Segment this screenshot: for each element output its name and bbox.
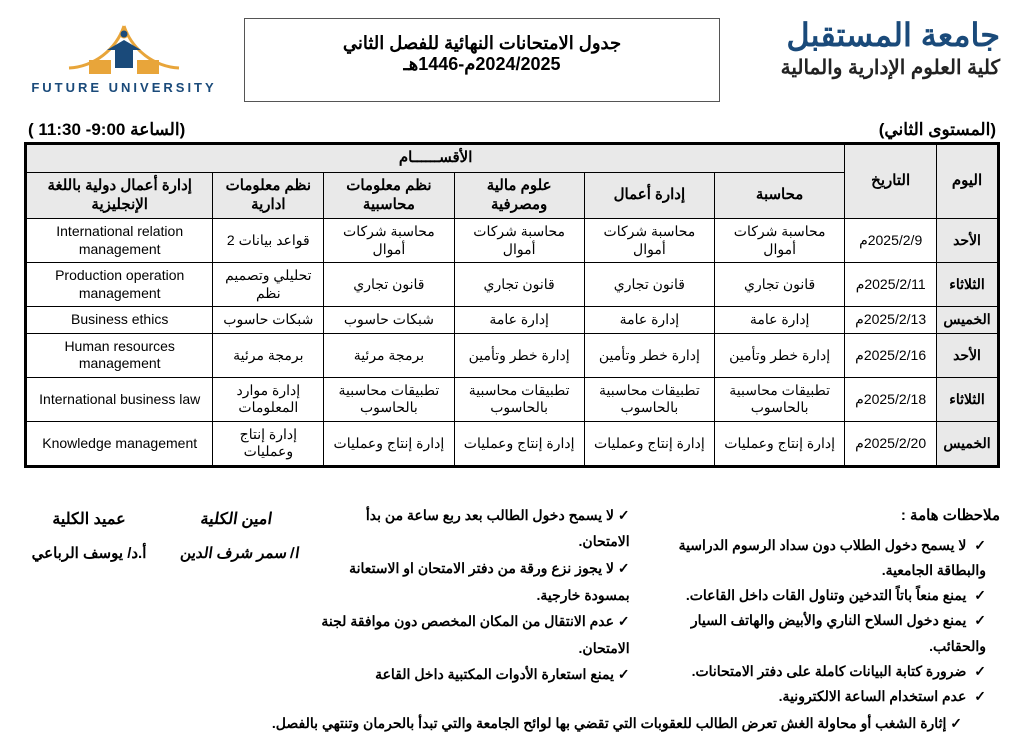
notes-middle: لا يسمح دخول الطالب بعد ربع ساعة من بدأ … xyxy=(320,502,630,688)
table-row: الخميس2025/2/20مإدارة إنتاج وعملياتإدارة… xyxy=(26,421,999,466)
logo-block: FUTURE UNIVERSITY xyxy=(24,18,224,95)
course-cell: إدارة إنتاج وعمليات xyxy=(584,421,714,466)
course-cell: إدارة خطر وتأمين xyxy=(454,333,584,377)
dept-5: إدارة أعمال دولية باللغة الإنجليزية xyxy=(26,172,213,219)
dept-2: علوم مالية ومصرفية xyxy=(454,172,584,219)
col-departments: الأقســــــام xyxy=(26,144,845,173)
table-row: الأحد2025/2/16مإدارة خطر وتأمينإدارة خطر… xyxy=(26,333,999,377)
course-cell: محاسبة شركات أموال xyxy=(454,219,584,263)
course-cell: قواعد بيانات 2 xyxy=(213,219,324,263)
course-cell: تحليلي وتصميم نظم xyxy=(213,263,324,307)
course-cell: برمجة مرئية xyxy=(213,333,324,377)
course-cell: Production operation management xyxy=(26,263,213,307)
sig2-name: أ.د/ يوسف الرباعي xyxy=(24,537,154,570)
course-cell: إدارة إنتاج وعمليات xyxy=(213,421,324,466)
level-label: (المستوى الثاني) xyxy=(879,120,996,140)
course-cell: International relation management xyxy=(26,219,213,263)
course-cell: قانون تجاري xyxy=(454,263,584,307)
note-item: يمنع استعارة الأدوات المكتبية داخل القاع… xyxy=(320,661,630,688)
note-item: عدم الانتقال من المكان المخصص دون موافقة… xyxy=(320,608,630,661)
document-title: جدول الامتحانات النهائية للفصل الثاني 20… xyxy=(244,18,720,102)
day-cell: الأحد xyxy=(937,333,999,377)
course-cell: تطبيقات محاسبية بالحاسوب xyxy=(324,377,454,421)
signature-dean: عميد الكلية أ.د/ يوسف الرباعي xyxy=(24,502,154,570)
course-cell: إدارة إنتاج وعمليات xyxy=(454,421,584,466)
university-name-en: FUTURE UNIVERSITY xyxy=(24,80,224,95)
dept-4: نظم معلومات ادارية xyxy=(213,172,324,219)
dept-3: نظم معلومات محاسبية xyxy=(324,172,454,219)
table-row: الخميس2025/2/13مإدارة عامةإدارة عامةإدار… xyxy=(26,307,999,334)
course-cell: إدارة خطر وتأمين xyxy=(584,333,714,377)
date-cell: 2025/2/16م xyxy=(845,333,937,377)
course-cell: قانون تجاري xyxy=(324,263,454,307)
course-cell: تطبيقات محاسبية بالحاسوب xyxy=(584,377,714,421)
day-cell: الأحد xyxy=(937,219,999,263)
sig1-title: امين الكلية xyxy=(168,502,302,537)
date-cell: 2025/2/18م xyxy=(845,377,937,421)
date-cell: 2025/2/20م xyxy=(845,421,937,466)
col-day: اليوم xyxy=(937,144,999,219)
course-cell: إدارة عامة xyxy=(715,307,845,334)
notes-title: ملاحظات هامة : xyxy=(648,502,1000,529)
course-cell: إدارة موارد المعلومات xyxy=(213,377,324,421)
notes-right: ملاحظات هامة : لا يسمح دخول الطلاب دون س… xyxy=(648,502,1000,709)
schedule-body: الأحد2025/2/9ممحاسبة شركات أموالمحاسبة ش… xyxy=(26,219,999,467)
sig2-title: عميد الكلية xyxy=(24,502,154,537)
course-cell: إدارة خطر وتأمين xyxy=(715,333,845,377)
course-cell: إدارة إنتاج وعمليات xyxy=(715,421,845,466)
table-row: الثلاثاء2025/2/18متطبيقات محاسبية بالحاس… xyxy=(26,377,999,421)
course-cell: تطبيقات محاسبية بالحاسوب xyxy=(454,377,584,421)
course-cell: Knowledge management xyxy=(26,421,213,466)
course-cell: International business law xyxy=(26,377,213,421)
time-label: (الساعة 9:00- 11:30 ) xyxy=(28,120,185,140)
date-cell: 2025/2/11م xyxy=(845,263,937,307)
university-name-ar: جامعة المستقبل xyxy=(740,18,1000,53)
day-cell: الخميس xyxy=(937,421,999,466)
dept-1: إدارة أعمال xyxy=(584,172,714,219)
course-cell: محاسبة شركات أموال xyxy=(324,219,454,263)
university-block: جامعة المستقبل كلية العلوم الإدارية والم… xyxy=(740,18,1000,80)
sig1-name: ا/ سمر شرف الدين xyxy=(172,537,305,570)
faculty-name: كلية العلوم الإدارية والمالية xyxy=(740,55,1000,80)
university-logo-icon xyxy=(49,18,199,80)
course-cell: محاسبة شركات أموال xyxy=(715,219,845,263)
day-cell: الثلاثاء xyxy=(937,263,999,307)
date-cell: 2025/2/9م xyxy=(845,219,937,263)
note-item: يمنع دخول السلاح الناري والأبيض والهاتف … xyxy=(648,608,986,658)
dept-0: محاسبة xyxy=(715,172,845,219)
course-cell: إدارة إنتاج وعمليات xyxy=(324,421,454,466)
course-cell: تطبيقات محاسبية بالحاسوب xyxy=(715,377,845,421)
date-cell: 2025/2/13م xyxy=(845,307,937,334)
course-cell: محاسبة شركات أموال xyxy=(584,219,714,263)
course-cell: Human resources management xyxy=(26,333,213,377)
course-cell: إدارة عامة xyxy=(454,307,584,334)
course-cell: إدارة عامة xyxy=(584,307,714,334)
course-cell: Business ethics xyxy=(26,307,213,334)
signature-secretary: امين الكلية ا/ سمر شرف الدين xyxy=(168,502,305,570)
note-item: عدم استخدام الساعة الالكترونية. xyxy=(648,684,986,709)
table-row: الثلاثاء2025/2/11مقانون تجاريقانون تجاري… xyxy=(26,263,999,307)
course-cell: شبكات حاسوب xyxy=(213,307,324,334)
document-header: جامعة المستقبل كلية العلوم الإدارية والم… xyxy=(24,18,1000,102)
note-item: لا يجوز نزع ورقة من دفتر الامتحان او الا… xyxy=(320,555,630,608)
day-cell: الخميس xyxy=(937,307,999,334)
table-row: الأحد2025/2/9ممحاسبة شركات أموالمحاسبة ش… xyxy=(26,219,999,263)
note-item: لا يسمح دخول الطلاب دون سداد الرسوم الدر… xyxy=(648,533,986,583)
note-item: ضرورة كتابة البيانات كاملة على دفتر الام… xyxy=(648,659,986,684)
level-time-strip: (المستوى الثاني) (الساعة 9:00- 11:30 ) xyxy=(24,120,1000,140)
col-date: التاريخ xyxy=(845,144,937,219)
day-cell: الثلاثاء xyxy=(937,377,999,421)
note-item: يمنع منعاً باتاً التدخين وتناول القات دا… xyxy=(648,583,986,608)
course-cell: قانون تجاري xyxy=(584,263,714,307)
note-item: لا يسمح دخول الطالب بعد ربع ساعة من بدأ … xyxy=(320,502,630,555)
course-cell: قانون تجاري xyxy=(715,263,845,307)
course-cell: شبكات حاسوب xyxy=(324,307,454,334)
course-cell: برمجة مرئية xyxy=(324,333,454,377)
exam-schedule-table: اليوم التاريخ الأقســــــام محاسبة إدارة… xyxy=(24,142,1000,468)
